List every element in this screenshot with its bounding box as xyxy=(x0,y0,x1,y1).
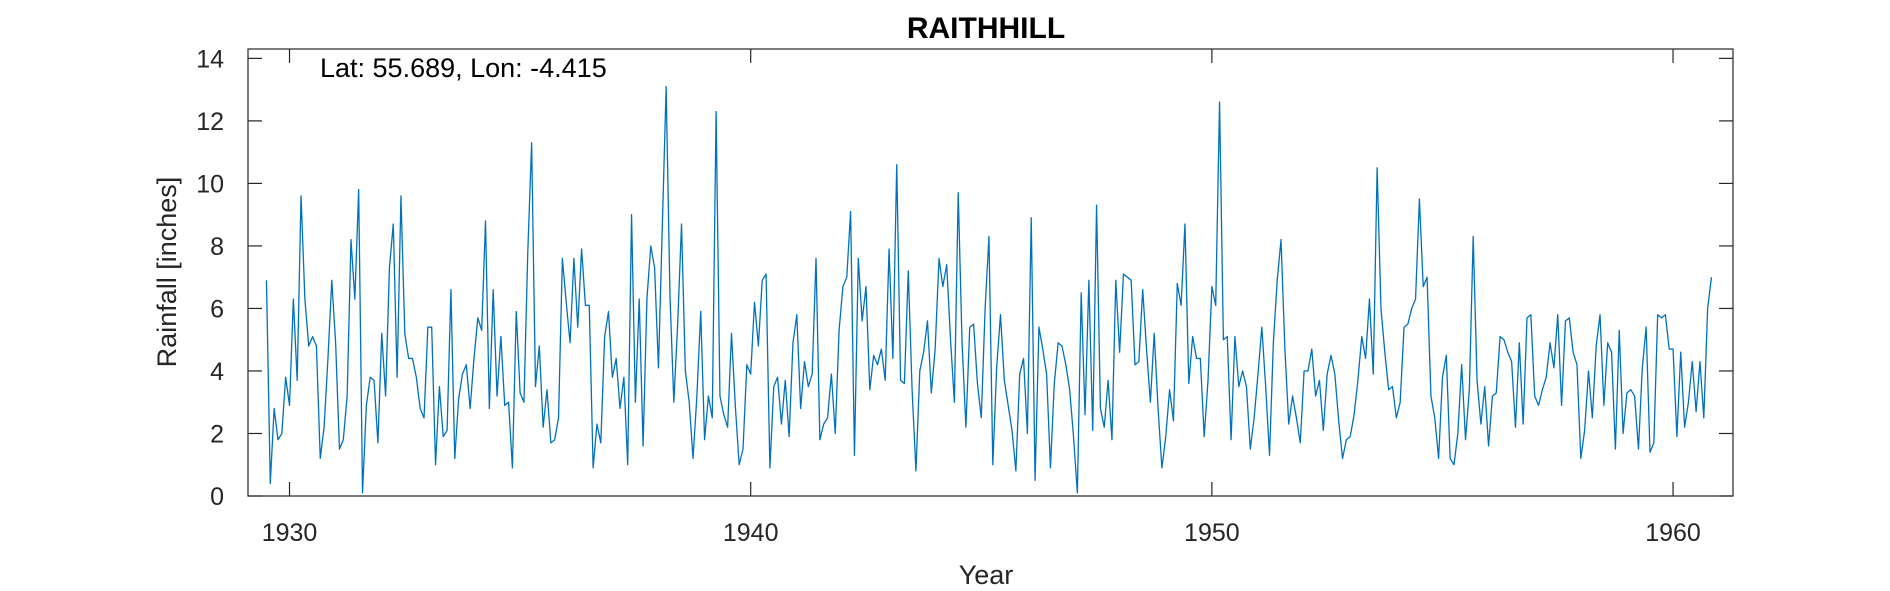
x-tick-label: 1960 xyxy=(1645,519,1701,547)
x-tick-label: 1930 xyxy=(262,519,318,547)
y-tick-label: 4 xyxy=(210,358,224,386)
y-tick-label: 14 xyxy=(196,45,224,73)
y-tick-label: 8 xyxy=(210,233,224,261)
x-tick-label: 1940 xyxy=(723,519,779,547)
y-tick-label: 12 xyxy=(196,108,224,136)
axis-ticks xyxy=(248,49,1733,497)
y-tick-label: 6 xyxy=(210,295,224,323)
chart-title: RAITHHILL xyxy=(907,12,1065,45)
y-tick-label: 2 xyxy=(210,420,224,448)
y-tick-label: 10 xyxy=(196,170,224,198)
axes-box xyxy=(247,48,1734,497)
x-tick-label: 1950 xyxy=(1184,519,1240,547)
y-tick-label: 0 xyxy=(210,483,224,511)
plot-area xyxy=(248,49,1733,496)
tick-labels: 1930 1940 1950 1960 0 2 4 6 8 10 12 14 xyxy=(196,45,1701,547)
x-axis-label: Year xyxy=(959,560,1014,590)
rainfall-series-line xyxy=(265,85,1713,494)
y-axis-label: Rainfall [inches] xyxy=(152,177,182,368)
location-annotation: Lat: 55.689, Lon: -4.415 xyxy=(320,53,607,83)
